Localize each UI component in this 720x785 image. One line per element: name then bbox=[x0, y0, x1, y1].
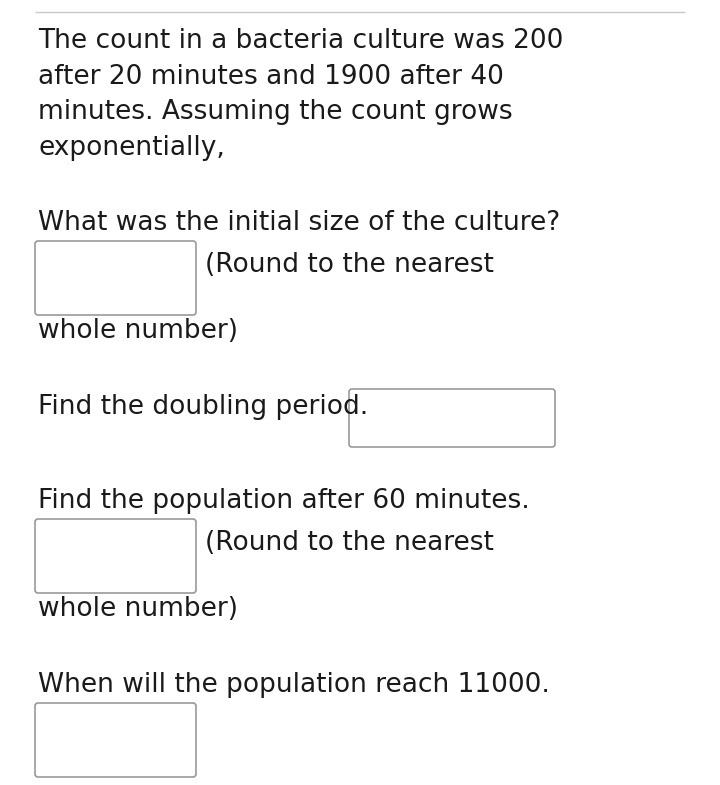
Text: Find the doubling period.: Find the doubling period. bbox=[38, 394, 368, 420]
Text: When will the population reach 11000.: When will the population reach 11000. bbox=[38, 672, 550, 698]
Text: Find the population after 60 minutes.: Find the population after 60 minutes. bbox=[38, 488, 530, 514]
Text: (Round to the nearest: (Round to the nearest bbox=[205, 252, 494, 278]
Text: whole number): whole number) bbox=[38, 318, 238, 344]
FancyBboxPatch shape bbox=[35, 519, 196, 593]
Text: whole number): whole number) bbox=[38, 596, 238, 622]
FancyBboxPatch shape bbox=[35, 703, 196, 777]
Text: What was the initial size of the culture?: What was the initial size of the culture… bbox=[38, 210, 560, 236]
Text: (Round to the nearest: (Round to the nearest bbox=[205, 530, 494, 556]
FancyBboxPatch shape bbox=[349, 389, 555, 447]
FancyBboxPatch shape bbox=[35, 241, 196, 315]
Text: The count in a bacteria culture was 200
after 20 minutes and 1900 after 40
minut: The count in a bacteria culture was 200 … bbox=[38, 28, 563, 161]
